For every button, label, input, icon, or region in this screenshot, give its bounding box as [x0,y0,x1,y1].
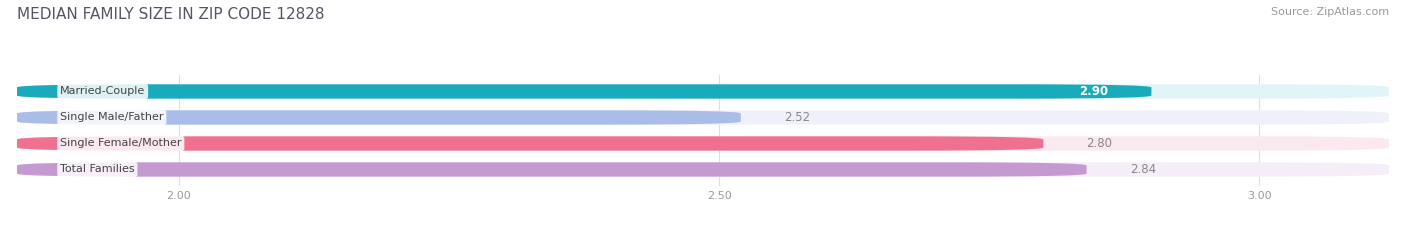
Text: Total Families: Total Families [60,164,135,175]
FancyBboxPatch shape [17,136,1389,151]
FancyBboxPatch shape [17,110,741,125]
Text: 2.52: 2.52 [785,111,810,124]
FancyBboxPatch shape [17,84,1152,99]
Text: Married-Couple: Married-Couple [60,86,145,96]
FancyBboxPatch shape [17,162,1087,177]
FancyBboxPatch shape [17,110,1389,125]
Text: MEDIAN FAMILY SIZE IN ZIP CODE 12828: MEDIAN FAMILY SIZE IN ZIP CODE 12828 [17,7,325,22]
FancyBboxPatch shape [17,84,1389,99]
FancyBboxPatch shape [17,136,1043,151]
Text: Source: ZipAtlas.com: Source: ZipAtlas.com [1271,7,1389,17]
Text: 2.90: 2.90 [1078,85,1108,98]
Text: Single Female/Mother: Single Female/Mother [60,138,181,148]
Text: 2.84: 2.84 [1130,163,1156,176]
FancyBboxPatch shape [17,162,1389,177]
Text: Single Male/Father: Single Male/Father [60,113,163,123]
Text: 2.80: 2.80 [1087,137,1112,150]
